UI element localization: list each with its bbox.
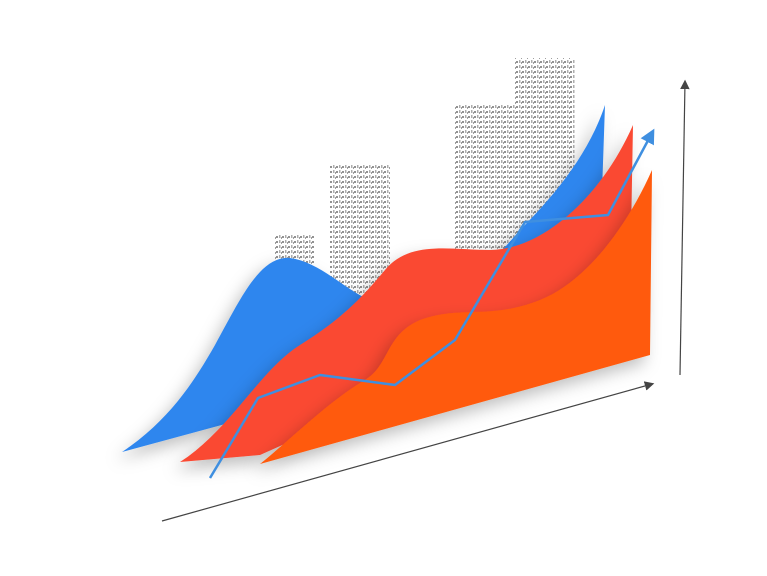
orange-area: [260, 170, 652, 464]
red-area: [180, 125, 633, 462]
trend-line: [208, 128, 655, 479]
blue-area: [122, 105, 605, 452]
y-axis: [679, 79, 690, 376]
x-axis: [161, 381, 655, 522]
